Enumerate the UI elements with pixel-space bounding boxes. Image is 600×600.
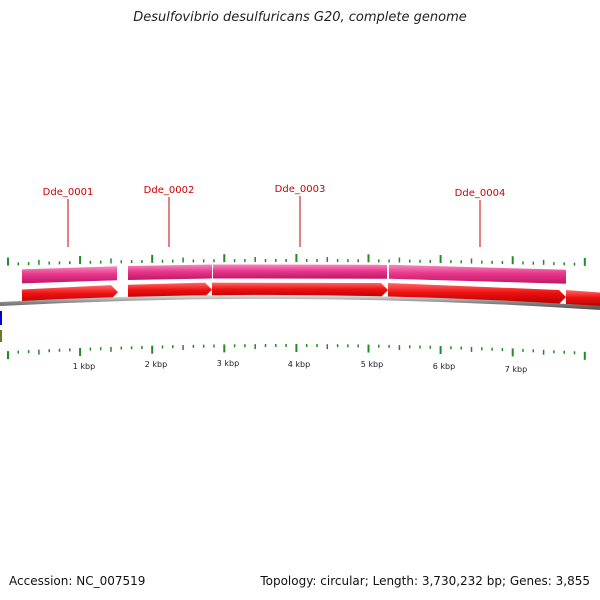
scale-label: 2 kbp — [145, 360, 167, 369]
gene-label: Dde_0003 — [275, 184, 326, 195]
topology-value: circular — [320, 574, 365, 588]
scale-label: 1 kbp — [73, 362, 95, 371]
genes-label: Genes: — [509, 574, 552, 588]
edge-marker-olive — [0, 330, 2, 342]
scale-label: 3 kbp — [217, 359, 239, 368]
gene-feature[interactable] — [128, 282, 212, 299]
cds-feature[interactable] — [22, 266, 117, 284]
scale-label: 7 kbp — [505, 365, 527, 374]
genes-value: 3,855 — [555, 574, 590, 588]
cds-feature[interactable] — [213, 264, 387, 279]
cds-feature[interactable] — [389, 264, 566, 284]
gene-labels: Dde_0001 Dde_0002 Dde_0003 Dde_0004 — [43, 184, 506, 247]
accession-value: NC_007519 — [76, 574, 146, 588]
genome-backbone — [0, 294, 600, 310]
gene-label: Dde_0002 — [144, 185, 195, 196]
scale-labels: 1 kbp 2 kbp 3 kbp 4 kbp 5 kbp 6 kbp 7 kbp — [73, 359, 527, 374]
accession-text: Accession: NC_007519 — [9, 574, 145, 588]
genome-summary: Topology: circular; Length: 3,730,232 bp… — [260, 574, 590, 588]
length-label: Length: — [372, 574, 419, 588]
tick-marks-top — [7, 254, 586, 266]
tick-marks-bottom — [7, 344, 586, 360]
genome-title: Desulfovibrio desulfuricans G20, complet… — [133, 10, 467, 25]
gene-feature[interactable] — [212, 282, 388, 298]
accession-label: Accession: — [9, 574, 73, 588]
gene-feature[interactable] — [566, 289, 600, 307]
topology-label: Topology: — [260, 574, 317, 588]
gene-label: Dde_0004 — [455, 188, 506, 199]
scale-label: 5 kbp — [361, 360, 383, 369]
length-value: 3,730,232 bp — [421, 574, 502, 588]
scale-label: 6 kbp — [433, 362, 455, 371]
gene-label: Dde_0001 — [43, 187, 94, 198]
cds-feature[interactable] — [128, 264, 212, 280]
edge-marker-blue — [0, 311, 2, 325]
cds-track — [22, 264, 566, 284]
scale-label: 4 kbp — [288, 360, 310, 369]
